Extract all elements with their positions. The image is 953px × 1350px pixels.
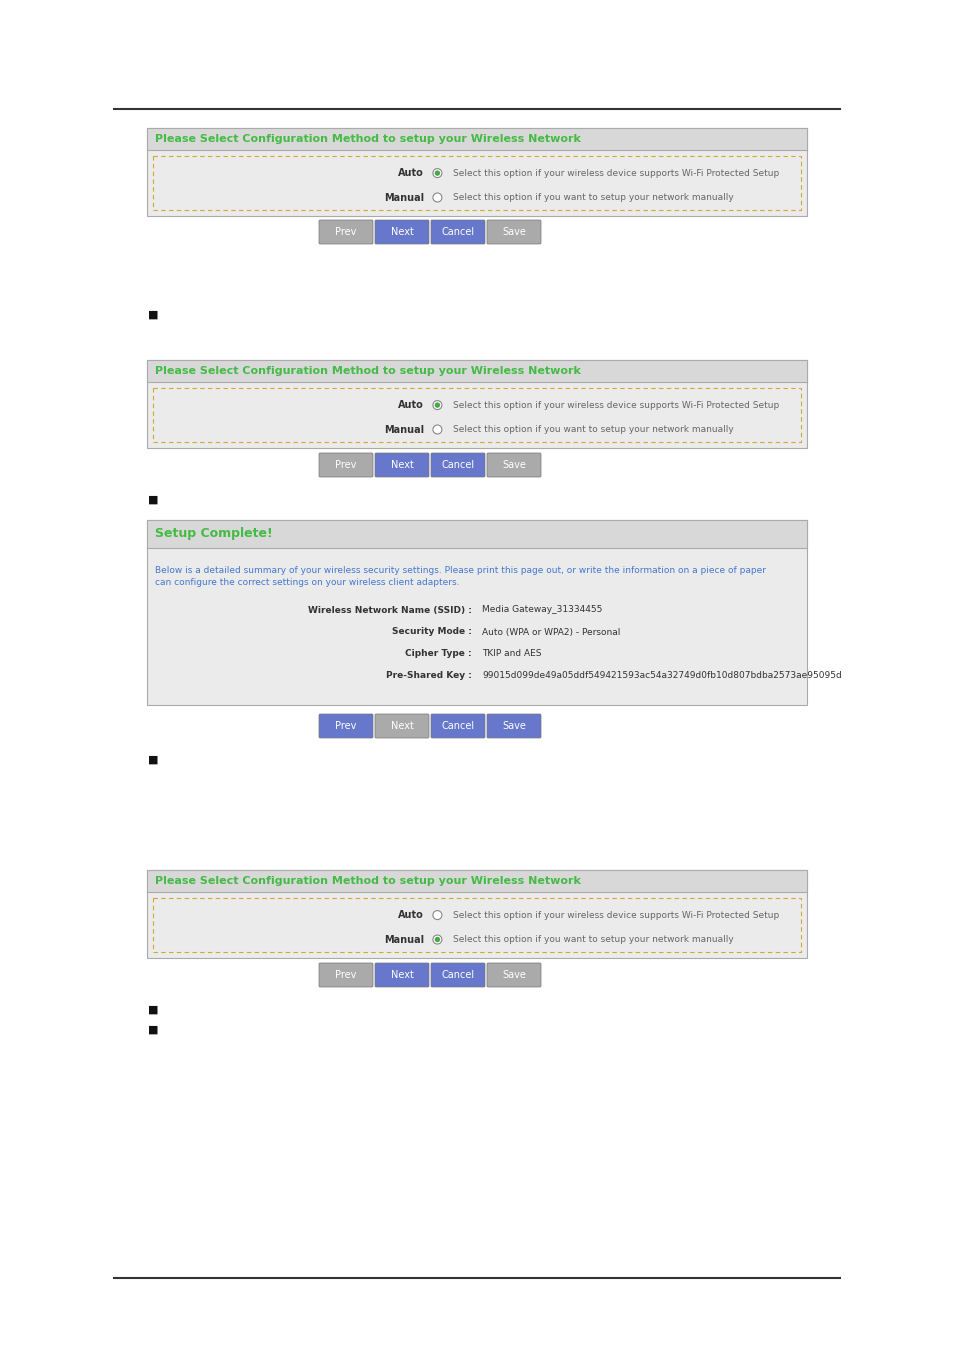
Text: Pre-Shared Key :: Pre-Shared Key : — [386, 671, 472, 680]
Text: Media Gateway_31334455: Media Gateway_31334455 — [481, 606, 601, 614]
FancyBboxPatch shape — [486, 714, 540, 738]
Text: Auto: Auto — [398, 169, 424, 178]
Text: ■: ■ — [148, 310, 158, 320]
Bar — [147, 128, 806, 150]
Text: Setup Complete!: Setup Complete! — [154, 528, 273, 540]
Text: ■: ■ — [148, 495, 158, 505]
FancyBboxPatch shape — [318, 963, 373, 987]
Text: Next: Next — [390, 460, 413, 470]
Text: Cipher Type :: Cipher Type : — [405, 649, 472, 659]
Text: TKIP and AES: TKIP and AES — [481, 649, 541, 659]
Text: Please Select Configuration Method to setup your Wireless Network: Please Select Configuration Method to se… — [154, 134, 580, 144]
Text: Auto (WPA or WPA2) - Personal: Auto (WPA or WPA2) - Personal — [481, 628, 619, 636]
Text: Prev: Prev — [335, 227, 356, 238]
Text: Manual: Manual — [384, 934, 424, 945]
FancyBboxPatch shape — [486, 963, 540, 987]
Text: Save: Save — [501, 721, 525, 730]
Text: Select this option if you want to setup your network manually: Select this option if you want to setup … — [452, 936, 733, 944]
Bar — [147, 128, 806, 216]
Circle shape — [433, 193, 441, 202]
Text: Cancel: Cancel — [441, 227, 474, 238]
FancyBboxPatch shape — [431, 963, 484, 987]
Bar — [147, 360, 806, 448]
Text: Below is a detailed summary of your wireless security settings. Please print thi: Below is a detailed summary of your wire… — [154, 566, 765, 587]
Bar — [147, 869, 806, 958]
Text: Next: Next — [390, 721, 413, 730]
FancyBboxPatch shape — [375, 220, 429, 244]
Circle shape — [433, 936, 441, 944]
FancyBboxPatch shape — [318, 714, 373, 738]
Bar — [147, 360, 806, 382]
Circle shape — [433, 401, 441, 409]
Text: Select this option if your wireless device supports Wi-Fi Protected Setup: Select this option if your wireless devi… — [452, 401, 778, 409]
Text: Manual: Manual — [384, 193, 424, 202]
Circle shape — [433, 425, 441, 433]
FancyBboxPatch shape — [375, 714, 429, 738]
Circle shape — [435, 937, 439, 942]
Text: Please Select Configuration Method to setup your Wireless Network: Please Select Configuration Method to se… — [154, 876, 580, 886]
Text: ■: ■ — [148, 1004, 158, 1015]
FancyBboxPatch shape — [486, 220, 540, 244]
Text: Select this option if you want to setup your network manually: Select this option if you want to setup … — [452, 425, 733, 433]
Circle shape — [433, 911, 441, 919]
FancyBboxPatch shape — [318, 454, 373, 477]
FancyBboxPatch shape — [318, 220, 373, 244]
Text: Select this option if you want to setup your network manually: Select this option if you want to setup … — [452, 193, 733, 202]
Text: Prev: Prev — [335, 721, 356, 730]
Circle shape — [433, 169, 441, 178]
Bar — [147, 520, 806, 705]
Bar — [152, 898, 801, 952]
Bar — [152, 387, 801, 441]
Text: Save: Save — [501, 971, 525, 980]
FancyBboxPatch shape — [375, 454, 429, 477]
FancyBboxPatch shape — [431, 714, 484, 738]
Bar — [147, 869, 806, 892]
Text: Save: Save — [501, 227, 525, 238]
Text: ■: ■ — [148, 755, 158, 765]
Bar — [152, 157, 801, 211]
Text: Cancel: Cancel — [441, 721, 474, 730]
Text: Please Select Configuration Method to setup your Wireless Network: Please Select Configuration Method to se… — [154, 366, 580, 377]
Text: ■: ■ — [148, 1025, 158, 1035]
FancyBboxPatch shape — [431, 220, 484, 244]
Text: Security Mode :: Security Mode : — [392, 628, 472, 636]
Circle shape — [435, 170, 439, 176]
FancyBboxPatch shape — [375, 963, 429, 987]
Text: Manual: Manual — [384, 424, 424, 435]
Text: Wireless Network Name (SSID) :: Wireless Network Name (SSID) : — [308, 606, 472, 614]
Text: Select this option if your wireless device supports Wi-Fi Protected Setup: Select this option if your wireless devi… — [452, 911, 778, 919]
Text: Prev: Prev — [335, 460, 356, 470]
Text: 99015d099de49a05ddf549421593ac54a32749d0fb10d807bdba2573ae95095d: 99015d099de49a05ddf549421593ac54a32749d0… — [481, 671, 841, 680]
FancyBboxPatch shape — [486, 454, 540, 477]
Text: Cancel: Cancel — [441, 460, 474, 470]
Text: Cancel: Cancel — [441, 971, 474, 980]
Text: Prev: Prev — [335, 971, 356, 980]
Circle shape — [435, 402, 439, 408]
Text: Auto: Auto — [398, 910, 424, 921]
Bar — [147, 520, 806, 548]
Text: Next: Next — [390, 971, 413, 980]
Text: Save: Save — [501, 460, 525, 470]
FancyBboxPatch shape — [431, 454, 484, 477]
Text: Next: Next — [390, 227, 413, 238]
Text: Select this option if your wireless device supports Wi-Fi Protected Setup: Select this option if your wireless devi… — [452, 169, 778, 178]
Text: Auto: Auto — [398, 400, 424, 410]
